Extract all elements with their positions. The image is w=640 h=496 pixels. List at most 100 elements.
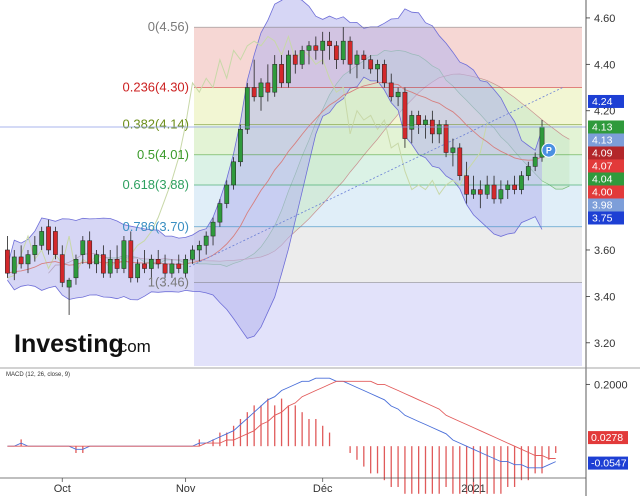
candle bbox=[340, 27, 346, 65]
candle-body bbox=[121, 240, 127, 269]
date-tick-label: Déc bbox=[313, 483, 333, 495]
price-badges: 4.244.134.134.094.074.044.003.983.75 bbox=[588, 94, 624, 225]
fib-level-label: 0.618(3.88) bbox=[123, 177, 190, 192]
macd-badge-bg bbox=[588, 431, 628, 445]
candle-body bbox=[203, 235, 209, 246]
macd-panel: MACD (12, 26, close, 9) 0.2000 0.0278 -0.… bbox=[6, 372, 628, 494]
macd-histogram bbox=[20, 398, 557, 494]
candle-body bbox=[217, 203, 223, 223]
candle bbox=[272, 55, 278, 97]
candle bbox=[107, 249, 113, 278]
candle bbox=[53, 226, 58, 260]
candle-body bbox=[416, 115, 422, 125]
price-badge: 4.00 bbox=[588, 185, 624, 199]
price-axis[interactable]: 4.604.404.203.603.403.20 4.244.134.134.0… bbox=[585, 0, 624, 496]
logo: Investing .com bbox=[14, 330, 151, 358]
candle-body bbox=[286, 54, 291, 84]
candle-body bbox=[327, 40, 332, 47]
price-badge: 4.09 bbox=[588, 146, 624, 160]
candle-body bbox=[196, 245, 202, 251]
price-tick-label: 3.20 bbox=[594, 338, 615, 350]
price-axis-ticks: 4.60 4.40 4.20 3.60 3.40 3.20 bbox=[586, 13, 615, 350]
pivot-marker-label: P bbox=[546, 146, 552, 156]
price-badge-bg bbox=[588, 185, 624, 199]
candle bbox=[94, 249, 99, 274]
candle bbox=[203, 231, 209, 255]
logo-com-text: .com bbox=[114, 337, 151, 356]
candle bbox=[354, 50, 360, 79]
candle bbox=[258, 78, 264, 111]
candle bbox=[210, 217, 216, 246]
candle-body bbox=[128, 240, 134, 279]
macd-badge: 0.0278 bbox=[588, 431, 628, 445]
candle bbox=[292, 50, 298, 74]
candle bbox=[436, 120, 442, 144]
price-badge-label: 4.09 bbox=[592, 147, 613, 159]
candle-body bbox=[471, 189, 476, 195]
fib-level-label: 0.236(4.30) bbox=[123, 80, 190, 95]
price-badge-label: 4.13 bbox=[592, 121, 613, 133]
macd-badge-bg bbox=[588, 456, 628, 470]
price-badge-label: 4.07 bbox=[592, 160, 613, 172]
candle-body bbox=[73, 259, 79, 279]
candle bbox=[375, 59, 380, 83]
bollinger-fill bbox=[7, 0, 542, 339]
date-tick-label: Oct bbox=[54, 483, 71, 495]
price-tick-label: 4.40 bbox=[594, 59, 615, 71]
candle bbox=[265, 64, 271, 102]
macd-lines bbox=[7, 377, 556, 469]
candle-body bbox=[423, 119, 428, 125]
candle-body bbox=[155, 259, 161, 265]
candle-body bbox=[244, 87, 250, 130]
price-badge-bg bbox=[588, 94, 624, 108]
price-badge-label: 3.98 bbox=[592, 199, 613, 211]
candle bbox=[519, 171, 524, 195]
candle bbox=[368, 55, 374, 74]
candle-body bbox=[183, 259, 188, 274]
price-tick-label: 4.60 bbox=[594, 13, 615, 25]
candle-body bbox=[101, 254, 106, 274]
candle-body bbox=[148, 259, 154, 269]
fib-level-label: 0.5(4.01) bbox=[137, 147, 189, 162]
macd-tick-label: 0.2000 bbox=[594, 379, 628, 391]
candle-body bbox=[94, 254, 99, 265]
candle-body bbox=[484, 184, 490, 195]
price-badge-bg bbox=[588, 172, 624, 186]
candle bbox=[244, 82, 250, 134]
candle-body bbox=[525, 166, 531, 176]
candle bbox=[525, 161, 531, 181]
candle-body bbox=[142, 263, 147, 269]
candle-body bbox=[443, 124, 449, 153]
price-tick-label: 4.20 bbox=[594, 106, 615, 118]
candle-body bbox=[340, 40, 346, 60]
candle bbox=[532, 152, 538, 172]
candle bbox=[196, 240, 202, 262]
candle-body bbox=[313, 45, 319, 51]
pivot-marker[interactable]: P bbox=[541, 142, 557, 158]
candle-body bbox=[46, 226, 51, 251]
candle bbox=[512, 175, 517, 195]
fib-level-label: 0.786(3.70) bbox=[123, 219, 190, 234]
date-tick-label: 2021 bbox=[461, 483, 485, 495]
candle bbox=[231, 157, 236, 190]
candle bbox=[224, 180, 230, 209]
candle bbox=[416, 110, 422, 134]
candle-body bbox=[272, 64, 278, 93]
price-badge: 4.13 bbox=[588, 133, 624, 147]
candle bbox=[382, 59, 387, 88]
candle-body bbox=[368, 59, 374, 70]
candle-body bbox=[258, 82, 264, 98]
price-badge-label: 4.00 bbox=[592, 186, 613, 198]
candle bbox=[457, 143, 463, 181]
date-axis[interactable]: Oct Nov Déc 2021 bbox=[0, 477, 586, 495]
price-badge: 3.98 bbox=[588, 198, 624, 212]
candle bbox=[59, 245, 65, 288]
candle bbox=[320, 31, 326, 65]
candle-body bbox=[375, 64, 380, 70]
price-badge-bg bbox=[588, 120, 624, 134]
candle bbox=[477, 180, 483, 209]
candle-body bbox=[498, 189, 504, 200]
candle bbox=[73, 254, 79, 285]
fib-lines bbox=[194, 26, 582, 283]
